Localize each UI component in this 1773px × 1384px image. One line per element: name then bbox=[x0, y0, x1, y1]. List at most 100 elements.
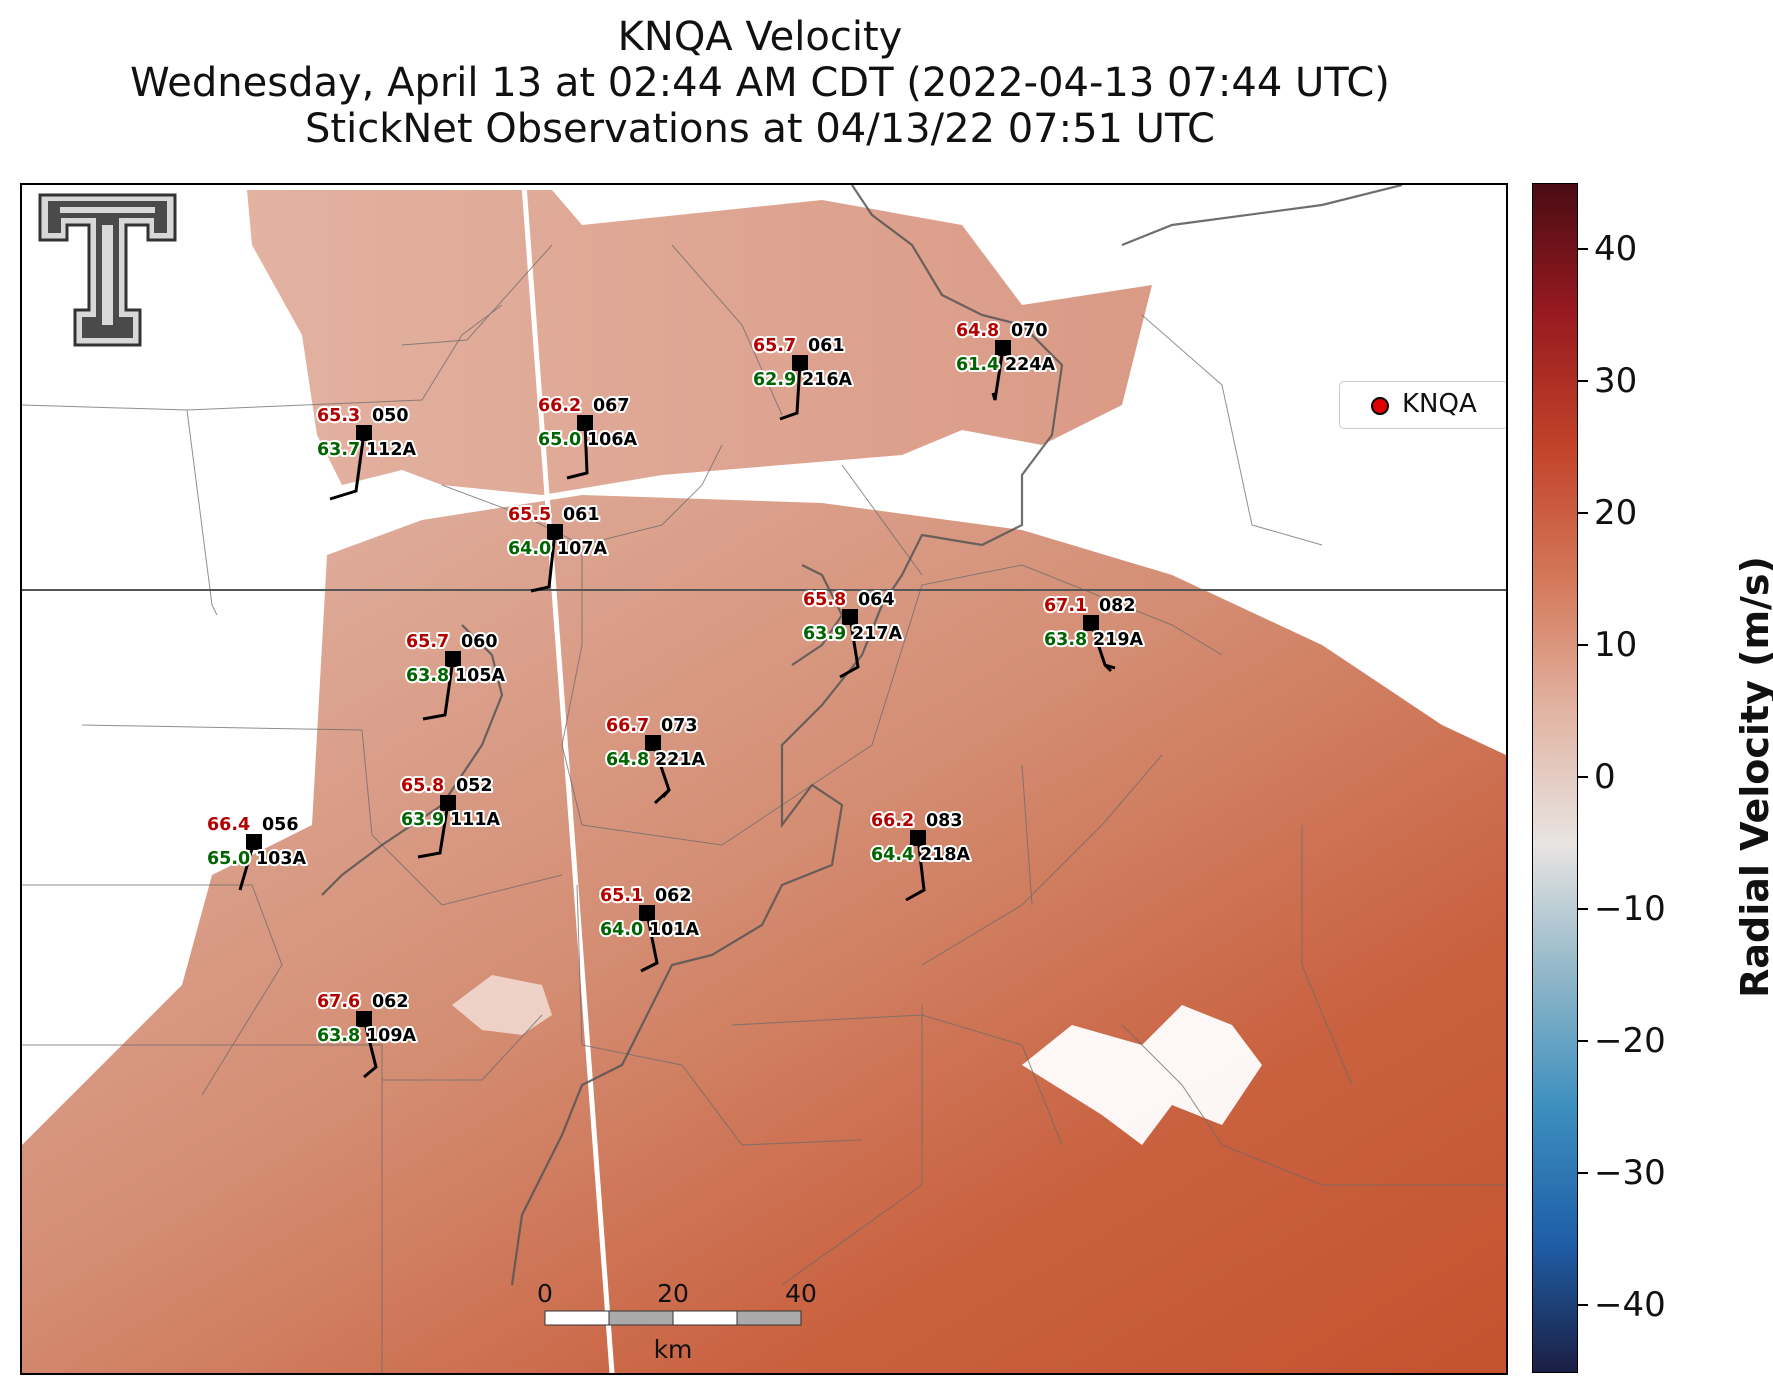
station-temperature: 65.7 bbox=[406, 632, 449, 652]
station-id: 219A bbox=[1093, 630, 1144, 650]
station-temperature: 64.8 bbox=[956, 321, 999, 341]
colorbar-tick-label: 20 bbox=[1594, 493, 1638, 533]
wind-barb-icon bbox=[651, 742, 671, 805]
station-id: 103A bbox=[256, 849, 307, 869]
wind-barb-icon bbox=[839, 616, 860, 679]
station-marker-icon bbox=[792, 355, 808, 371]
colorbar-tick-label: 10 bbox=[1594, 625, 1638, 665]
station-wind-direction: 083 bbox=[926, 811, 963, 831]
station-temperature: 65.1 bbox=[600, 886, 643, 906]
wind-barb-icon bbox=[417, 802, 450, 859]
station-wind-direction: 052 bbox=[456, 776, 493, 796]
station-dewpoint: 63.7 bbox=[317, 440, 360, 460]
station-216A: 65.7 061 62.9 216A bbox=[751, 334, 855, 421]
station-temperature: 66.2 bbox=[538, 396, 581, 416]
station-id: 218A bbox=[920, 845, 971, 865]
station-marker-icon bbox=[577, 415, 593, 431]
colorbar-tick bbox=[1578, 644, 1588, 646]
station-107A: 65.5 061 64.0 107A bbox=[506, 503, 610, 593]
scale-unit: km bbox=[654, 1335, 693, 1364]
texas-tech-logo bbox=[38, 193, 177, 347]
wind-barb-icon bbox=[362, 1018, 378, 1079]
wind-barb-icon bbox=[566, 422, 589, 480]
station-dewpoint: 63.8 bbox=[317, 1026, 360, 1046]
station-marker-icon bbox=[995, 340, 1011, 356]
velocity-near-field bbox=[22, 495, 1506, 1373]
colorbar-tick bbox=[1578, 1304, 1588, 1306]
station-wind-direction: 056 bbox=[262, 815, 299, 835]
station-dewpoint: 64.0 bbox=[600, 920, 643, 940]
colorbar-tick bbox=[1578, 908, 1588, 910]
station-temperature: 66.2 bbox=[871, 811, 914, 831]
radar-beam-gap bbox=[521, 185, 615, 1373]
radar-map: 0 20 40 km 65.3 050 63.7 112A 66.2 067 65.0 106… bbox=[20, 183, 1508, 1375]
station-id: 107A bbox=[557, 539, 608, 559]
station-wind-direction: 050 bbox=[372, 406, 409, 426]
station-temperature: 66.7 bbox=[606, 716, 649, 736]
station-111A: 65.8 052 63.9 111A bbox=[399, 774, 503, 859]
station-id: 221A bbox=[655, 750, 706, 770]
no-data-region bbox=[42, 905, 142, 1035]
station-217A: 65.8 064 63.9 217A bbox=[801, 588, 905, 679]
station-marker-icon bbox=[547, 524, 563, 540]
station-id: 101A bbox=[649, 920, 700, 940]
station-temperature: 65.3 bbox=[317, 406, 360, 426]
station-101A: 65.1 062 64.0 101A bbox=[598, 884, 702, 973]
station-112A: 65.3 050 63.7 112A bbox=[315, 404, 419, 501]
station-wind-direction: 061 bbox=[563, 505, 600, 525]
title-line-datetime: Wednesday, April 13 at 02:44 AM CDT (202… bbox=[130, 60, 1390, 106]
station-marker-icon bbox=[440, 795, 456, 811]
station-109A: 67.6 062 63.8 109A bbox=[315, 990, 419, 1079]
colorbar-tick-label: −10 bbox=[1594, 889, 1666, 929]
station-marker-icon bbox=[842, 609, 858, 625]
scale-label-40: 40 bbox=[785, 1279, 817, 1308]
wind-barb-icon bbox=[329, 432, 366, 501]
station-wind-direction: 082 bbox=[1099, 596, 1136, 616]
station-dewpoint: 63.9 bbox=[803, 624, 846, 644]
radar-site-marker-icon bbox=[1371, 397, 1389, 415]
station-marker-icon bbox=[356, 1011, 372, 1027]
station-temperature: 65.7 bbox=[753, 336, 796, 356]
station-218A: 66.2 083 64.4 218A bbox=[869, 809, 973, 902]
station-temperature: 65.5 bbox=[508, 505, 551, 525]
station-id: 216A bbox=[802, 370, 853, 390]
station-temperature: 67.6 bbox=[317, 992, 360, 1012]
map-legend: KNQA bbox=[1339, 381, 1506, 429]
station-temperature: 65.8 bbox=[401, 776, 444, 796]
wind-barb-icon bbox=[640, 912, 659, 973]
state-borders bbox=[22, 589, 1506, 591]
station-marker-icon bbox=[246, 834, 262, 850]
station-id: 224A bbox=[1005, 355, 1056, 375]
station-105A: 65.7 060 63.8 105A bbox=[404, 630, 508, 721]
station-wind-direction: 064 bbox=[858, 590, 895, 610]
station-dewpoint: 61.4 bbox=[956, 355, 999, 375]
wind-barb-icon bbox=[905, 837, 926, 902]
station-wind-direction: 073 bbox=[661, 716, 698, 736]
scale-label-0: 0 bbox=[537, 1279, 553, 1308]
station-id: 105A bbox=[455, 666, 506, 686]
station-dewpoint: 62.9 bbox=[753, 370, 796, 390]
velocity-colorbar bbox=[1532, 183, 1578, 1373]
station-id: 106A bbox=[587, 430, 638, 450]
stations-layer: 65.3 050 63.7 112A 66.2 067 65.0 106A 65.7 061 62.… bbox=[205, 319, 1146, 1079]
station-dewpoint: 65.0 bbox=[207, 849, 250, 869]
station-dewpoint: 64.8 bbox=[606, 750, 649, 770]
county-borders bbox=[22, 244, 1506, 1373]
station-marker-icon bbox=[356, 425, 372, 441]
radar-map-canvas: 0 20 40 km 65.3 050 63.7 112A 66.2 067 65.0 106… bbox=[22, 185, 1506, 1373]
station-marker-icon bbox=[910, 830, 926, 846]
colorbar-tick bbox=[1578, 248, 1588, 250]
station-221A: 66.7 073 64.8 221A bbox=[604, 714, 708, 805]
wind-barb-icon bbox=[779, 362, 802, 421]
wind-barb-icon bbox=[1089, 622, 1116, 673]
station-id: 109A bbox=[366, 1026, 417, 1046]
no-data-region bbox=[1022, 1005, 1262, 1145]
station-224A: 64.8 070 61.4 224A bbox=[954, 319, 1058, 401]
station-dewpoint: 63.8 bbox=[1044, 630, 1087, 650]
station-dewpoint: 65.0 bbox=[538, 430, 581, 450]
station-marker-icon bbox=[645, 735, 661, 751]
colorbar-tick-label: 30 bbox=[1594, 361, 1638, 401]
scale-bar: 0 20 40 km bbox=[537, 1279, 817, 1364]
colorbar-tick bbox=[1578, 380, 1588, 382]
station-id: 217A bbox=[852, 624, 903, 644]
